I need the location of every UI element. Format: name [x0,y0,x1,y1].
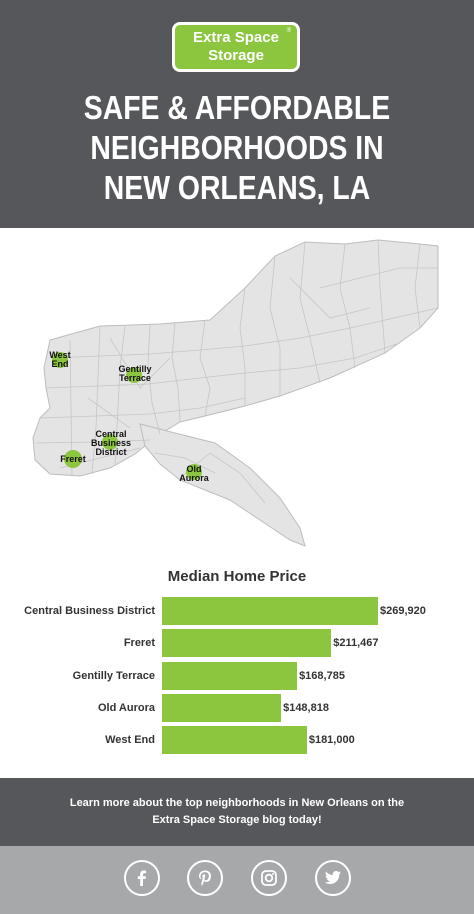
value-label: $148,818 [283,701,329,714]
map-label-line: Old [186,464,202,474]
twitter-icon [324,871,341,884]
facebook-button[interactable] [124,860,160,896]
map-label-line: Central [95,429,127,439]
cta-line: Learn more about the top neighborhoods i… [69,797,405,809]
pinterest-button[interactable] [187,860,223,896]
bar [162,629,332,658]
map-label-line: End [51,359,69,369]
map-svg [32,239,439,547]
map-label-old-aurora: Old Aurora [176,465,212,483]
map-label-line: West [49,350,71,360]
value-label: $181,000 [308,734,355,747]
cta-line: Extra Space Storage blog today! [152,814,322,826]
title-line: SAFE & AFFORDABLE [83,89,391,126]
logo-text-line2: Storage [208,47,264,64]
page-title: SAFE & AFFORDABLE NEIGHBORHOODS IN NEW O… [33,88,441,208]
west-end-marker [52,352,68,368]
map-label-line: Freret [60,454,86,464]
bar [162,693,282,722]
cta-banner: Learn more about the top neighborhoods i… [0,778,474,846]
map-label-line: Gentilly [118,364,152,374]
cbd-marker [102,434,118,450]
twitter-button[interactable] [315,860,351,896]
title-line: NEW ORLEANS, LA [103,169,371,206]
map-label-line: Business [90,438,132,448]
neighborhood-map: West End Gentilly Terrace Central Busine… [0,228,474,558]
category-label: Central Business District [24,605,155,617]
algiers-land [139,423,306,547]
category-label: Freret [123,637,155,650]
instagram-icon [261,870,277,886]
category-label: West End [105,734,155,747]
old-aurora-marker [186,464,202,480]
map-label-west-end: West End [44,351,76,369]
bar [162,661,298,690]
social-bar [0,846,474,914]
header: Extra Space Storage ® SAFE & AFFORDABLE … [0,0,474,228]
facebook-icon [137,870,147,886]
logo-text-line1: Extra Space [193,29,279,46]
category-label: Gentilly Terrace [72,669,155,682]
median-home-price-chart: Central Business District $269,920 Freret $… [0,590,474,760]
map-label-freret: Freret [55,455,91,464]
cta-text[interactable]: Learn more about the top neighborhoods i… [40,795,434,829]
map-label-central-business-district: Central Business District [86,430,136,457]
extra-space-storage-logo[interactable]: Extra Space Storage ® [172,22,300,72]
instagram-button[interactable] [251,860,287,896]
chart-title: Median Home Price [167,568,307,585]
freret-marker [64,450,82,468]
neighborhood-borders [35,239,439,504]
map-label-line: District [95,447,127,457]
gentilly-terrace-marker [126,367,142,383]
registered-mark: ® [286,28,291,34]
value-label: $211,467 [333,637,379,650]
value-label: $168,785 [299,669,345,682]
title-line: NEIGHBORHOODS IN [90,129,384,166]
category-label: Old Aurora [97,701,155,714]
map-label-line: Aurora [179,473,209,483]
bar [162,597,378,625]
map-label-line: Terrace [119,373,151,383]
pinterest-icon [199,870,211,886]
value-label: $269,920 [380,605,426,617]
bar [162,726,307,755]
map-label-gentilly-terrace: Gentilly Terrace [112,365,158,383]
